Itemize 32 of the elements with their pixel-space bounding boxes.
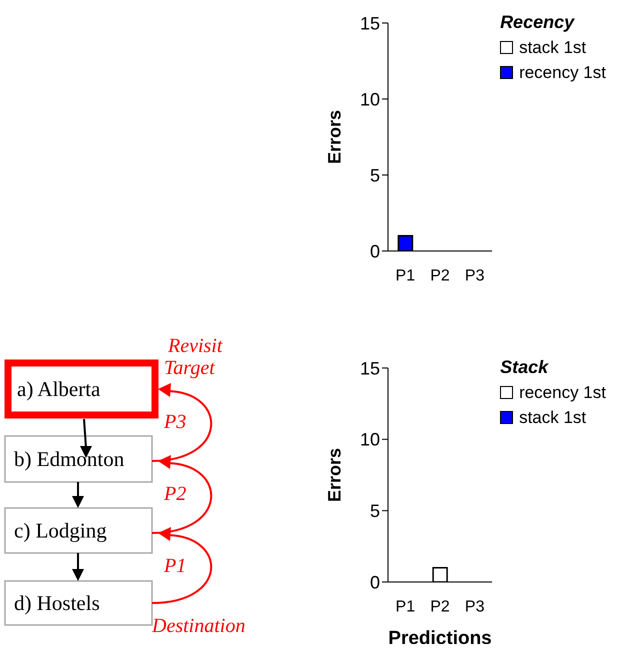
text: c) Lodging [14,518,108,542]
legend-label: recency 1st [519,382,606,404]
y-tick-label: 0 [370,572,380,592]
y-tick-label: 5 [370,165,380,186]
y-tick-label: 15 [360,13,380,34]
text: P3 [163,411,186,433]
y-axis-title: Errors [324,110,344,164]
y-tick-label: 10 [360,430,380,450]
text: P2 [163,483,186,505]
text: d) Hostels [14,591,100,615]
legend-label: stack 1st [519,407,586,429]
text: Destination [151,615,246,637]
x-tick-label: P3 [464,267,485,284]
x-tick-label: P2 [430,598,450,616]
text: a) Alberta [17,377,102,401]
text: b) Edmonton [14,447,125,471]
x-tick-label: P1 [396,598,416,616]
y-tick-label: 5 [370,501,380,522]
y-tick-label: 15 [360,358,380,378]
legend-title: Recency [500,11,576,34]
legend-label: recency 1st [519,62,606,84]
y-tick-label: 0 [370,241,380,262]
x-tick-label: P2 [430,267,450,284]
legend-label: stack 1st [519,37,586,59]
y-axis-title: Errors [324,448,344,502]
x-axis-title: Predictions [388,628,492,649]
text: P1 [163,555,186,577]
x-tick-label: P3 [464,598,485,616]
x-tick-label: P1 [396,267,416,284]
legend-title: Stack [500,356,550,379]
text: Revisit Target [164,335,228,379]
y-tick-label: 10 [360,89,380,110]
